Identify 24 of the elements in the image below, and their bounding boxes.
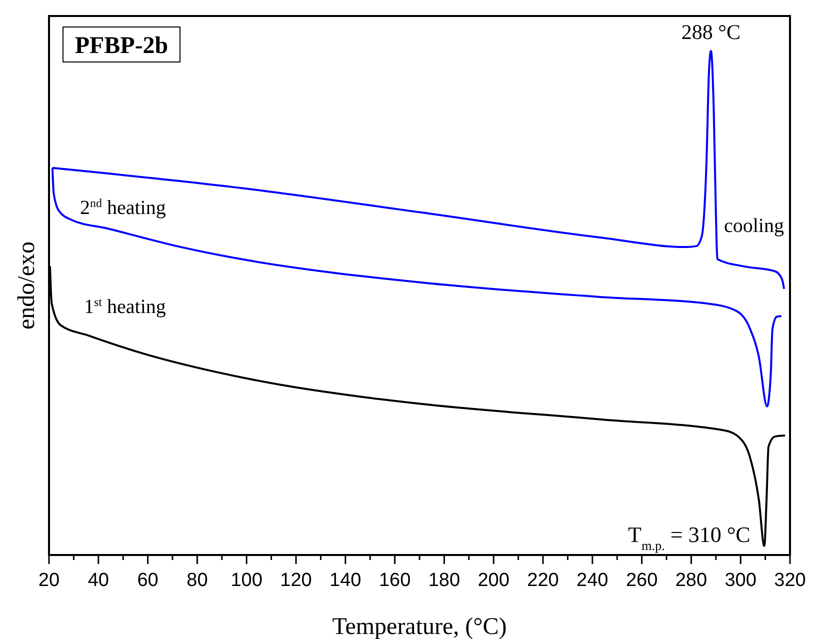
series-label: cooling [724,215,784,237]
x-tick-label: 240 [576,570,608,591]
x-tick-label: 20 [38,570,60,591]
series-label: 2$^{nd}$ heating [80,196,166,219]
x-tick-label: 260 [626,570,658,591]
annotation: 288 °C [681,20,741,44]
x-tick-label: 200 [478,570,510,591]
x-tick-label: 160 [378,570,411,591]
x-tick-label: 60 [137,570,158,591]
x-axis-title: Temperature, (°C) [332,614,507,639]
x-tick-label: 220 [527,570,559,591]
x-tick-label: 40 [88,570,109,591]
x-tick-label: 300 [724,570,756,591]
x-tick-label: 180 [428,570,460,591]
y-axis-title: endo/exo [14,242,40,330]
series-label: 1$^{st}$ heating [84,295,166,318]
chart-title: PFBP-2b [74,33,168,59]
x-tick-label: 80 [186,570,208,591]
x-tick-label: 100 [230,570,262,591]
x-tick-label: 120 [280,570,312,591]
x-tick-label: 280 [675,570,708,591]
x-tick-label: 140 [330,570,362,591]
x-tick-label: 320 [774,570,806,591]
annotation: T$_{m.p.}$ = 310 °C [628,522,750,552]
